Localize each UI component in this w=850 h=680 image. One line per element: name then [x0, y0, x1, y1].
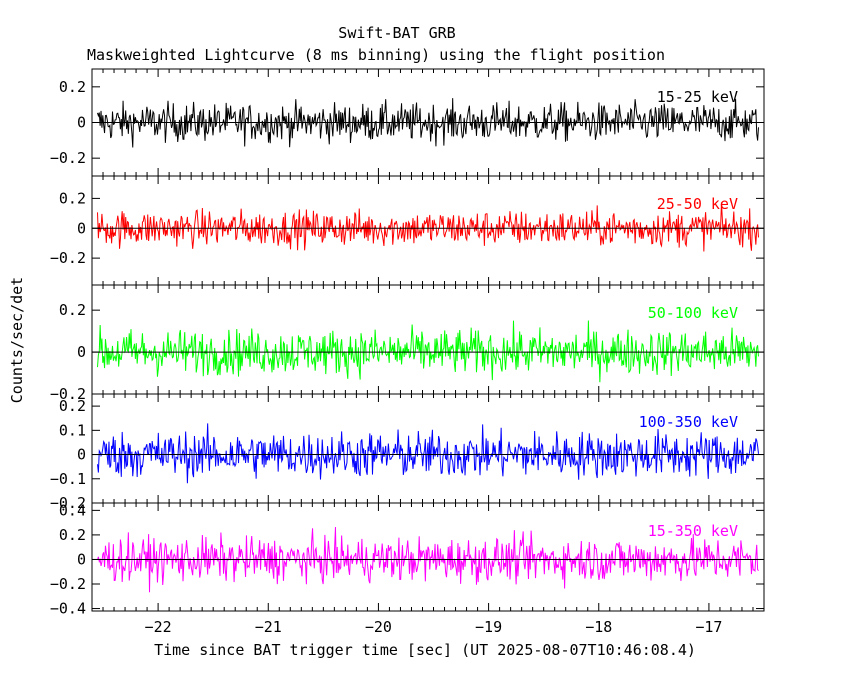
y-tick-label: 0: [77, 219, 86, 237]
panel-15-350-kev: −0.4 −0.2 0 0.2 0.4 15-350 keV: [50, 501, 765, 618]
panel-25-50-kev: −0.2 0 0.2 25-50 keV: [50, 175, 765, 286]
panel-50-100-kev: −0.2 0 0.2 50-100 keV: [50, 284, 765, 403]
series-line: [97, 423, 759, 484]
y-tick-label: 0: [77, 446, 86, 464]
y-tick-label: 0.2: [59, 78, 86, 96]
y-tick-label: −0.1: [50, 470, 86, 488]
series-label: 50-100 keV: [648, 304, 738, 322]
x-tick-label: −20: [365, 618, 392, 636]
x-tick-label: −21: [255, 618, 282, 636]
y-tick-label: −0.2: [50, 249, 86, 267]
panel-15-25-kev: −0.2 0 0.2 15-25 keV: [50, 68, 765, 177]
y-tick-label: −0.2: [50, 385, 86, 403]
panel-group: −0.2 0 0.2 15-25 keV −0.2 0 0.2 25-50 keV −0.2 0 0…: [50, 68, 765, 636]
panel-frame: [91, 502, 765, 612]
x-tick-label: −17: [695, 618, 722, 636]
y-tick-label: 0.2: [59, 397, 86, 415]
x-tick-label: −22: [145, 618, 172, 636]
y-tick-label: 0.4: [59, 501, 86, 519]
y-tick-label: 0.2: [59, 301, 86, 319]
y-tick-label: −0.2: [50, 494, 86, 512]
y-tick-label: −0.2: [50, 149, 86, 167]
chart-subtitle: Maskweighted Lightcurve (8 ms binning) u…: [87, 46, 665, 64]
x-tick-label: −18: [585, 618, 612, 636]
y-tick-label: 0: [77, 114, 86, 132]
y-tick-label: 0.1: [59, 421, 86, 439]
series-label: 25-50 keV: [657, 195, 738, 213]
y-tick-label: 0: [77, 550, 86, 568]
x-axis-label: Time since BAT trigger time [sec] (UT 20…: [154, 641, 696, 659]
y-tick-label: 0.2: [59, 189, 86, 207]
series-label: 15-350 keV: [648, 522, 738, 540]
series-label: 100-350 keV: [639, 413, 738, 431]
panel-100-350-kev: −0.2 −0.1 0 0.1 0.2 100-350 keV: [50, 393, 765, 512]
x-tick-label: −19: [475, 618, 502, 636]
y-tick-label: 0: [77, 343, 86, 361]
y-tick-label: −0.2: [50, 575, 86, 593]
series-line: [97, 98, 759, 148]
y-tick-label: −0.4: [50, 600, 86, 618]
series-line: [97, 202, 759, 252]
series-line: [97, 526, 759, 593]
series-line: [97, 320, 759, 383]
series-label: 15-25 keV: [657, 88, 738, 106]
y-axis-label: Counts/sec/det: [8, 277, 26, 403]
y-tick-label: 0.2: [59, 526, 86, 544]
chart-title: Swift-BAT GRB: [338, 24, 455, 42]
